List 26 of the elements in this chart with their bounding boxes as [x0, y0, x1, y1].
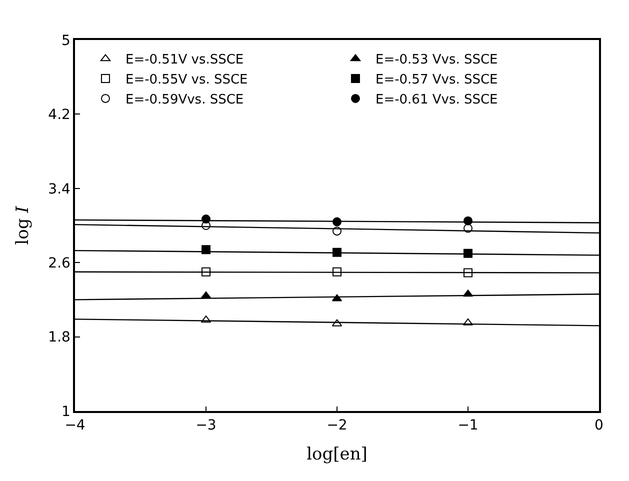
y-tick-label: 4.2: [48, 107, 70, 124]
y-tick-label: 2.6: [48, 256, 71, 272]
point: [464, 248, 472, 258]
y-tick-label: 5: [62, 32, 70, 49]
x-tick-label: 0: [594, 418, 604, 434]
x-tick-label: −4: [64, 418, 86, 434]
point: [464, 224, 472, 233]
legend-label: E=-0.53 Vvs. SSCE: [375, 52, 498, 68]
y-axis-title: log I: [13, 206, 34, 245]
legend-label: E=-0.55V vs. SSCE: [125, 72, 248, 88]
point: [332, 267, 342, 276]
y-tick-label: 1.8: [48, 330, 70, 346]
x-tick-label: −1: [458, 418, 478, 434]
legend-label: E=-0.57 Vvs. SSCE: [375, 72, 498, 88]
point: [202, 221, 210, 230]
x-tick-label: −3: [196, 418, 216, 434]
x-axis-title: log[en]: [306, 444, 368, 464]
y-tick-label: 1: [62, 404, 70, 420]
legend-label: E=-0.61 Vvs. SSCE: [375, 92, 498, 108]
y-tick-label: 3.4: [48, 181, 71, 198]
point: [202, 267, 210, 276]
legend-label: E=-0.59Vvs. SSCE: [125, 92, 244, 108]
x-tick-label: −2: [326, 418, 348, 434]
legend-label: E=-0.51V vs.SSCE: [125, 52, 244, 68]
point: [464, 268, 472, 278]
point: [332, 226, 342, 236]
